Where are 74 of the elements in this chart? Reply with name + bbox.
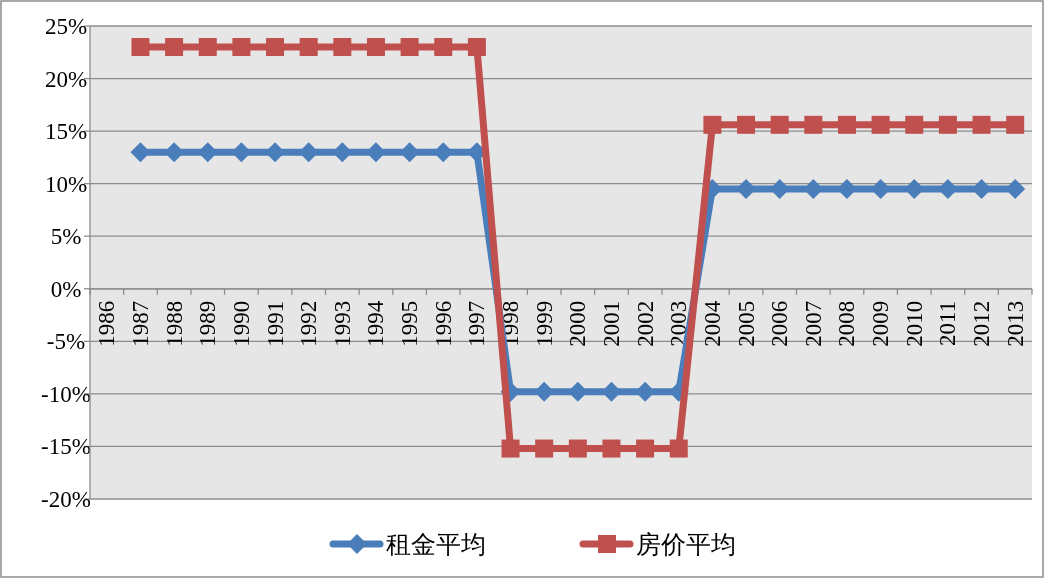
x-tick-label: 1986 bbox=[94, 300, 120, 347]
point bbox=[130, 142, 151, 163]
x-tick-label: 2012 bbox=[969, 300, 995, 347]
point bbox=[905, 115, 924, 134]
x-tick-label: 1997 bbox=[464, 300, 490, 347]
point bbox=[601, 381, 622, 402]
y-tick-label: -20% bbox=[41, 487, 91, 512]
x-tick-label: 2010 bbox=[901, 300, 927, 347]
x-tick-label: 2009 bbox=[868, 300, 894, 347]
y-tick-label: -5% bbox=[46, 329, 86, 355]
x-tick-label: 1992 bbox=[296, 300, 322, 347]
x-tick-label: 1988 bbox=[161, 300, 187, 347]
x-tick-label: 1987 bbox=[127, 300, 153, 347]
y-tick-label: -15% bbox=[41, 434, 91, 460]
x-tick-label: 2004 bbox=[699, 300, 725, 347]
point bbox=[1005, 178, 1026, 199]
point bbox=[870, 178, 891, 199]
point bbox=[804, 115, 823, 134]
point bbox=[871, 115, 890, 134]
point bbox=[737, 115, 756, 134]
point bbox=[568, 439, 587, 458]
point bbox=[399, 142, 420, 163]
x-tick-label: 2013 bbox=[1002, 300, 1028, 347]
x-tick-label: 1996 bbox=[430, 300, 456, 347]
x-tick-label: 2006 bbox=[767, 300, 793, 347]
point bbox=[636, 439, 655, 458]
point bbox=[669, 439, 688, 458]
x-tick-label: 2007 bbox=[800, 300, 826, 347]
x-tick-label: 2011 bbox=[935, 300, 961, 346]
point bbox=[165, 38, 184, 57]
y-tick-label: 15% bbox=[44, 119, 88, 145]
x-tick-label: 1991 bbox=[262, 300, 288, 347]
point bbox=[703, 115, 722, 134]
x-tick-label: 2001 bbox=[598, 300, 624, 347]
point bbox=[266, 38, 285, 57]
point bbox=[1006, 115, 1025, 134]
point bbox=[535, 439, 554, 458]
y-tick-label: 0% bbox=[50, 276, 82, 302]
y-tick-label: 25% bbox=[44, 14, 88, 39]
point bbox=[366, 38, 385, 57]
point bbox=[770, 115, 789, 134]
point bbox=[332, 142, 353, 163]
x-tick-label: 2008 bbox=[834, 300, 860, 347]
y-tick-label: -10% bbox=[41, 381, 91, 407]
x-tick-label: 2005 bbox=[733, 300, 759, 347]
point bbox=[501, 439, 520, 458]
point bbox=[400, 38, 419, 57]
point bbox=[467, 38, 486, 57]
x-tick-label: 1993 bbox=[329, 300, 355, 347]
point bbox=[938, 115, 957, 134]
point bbox=[299, 38, 318, 57]
x-tick-label: 1990 bbox=[228, 300, 254, 347]
x-tick-label: 2000 bbox=[565, 300, 591, 347]
x-tick-label: 1989 bbox=[195, 300, 221, 347]
y-tick-label: 20% bbox=[44, 66, 88, 92]
point bbox=[131, 38, 150, 57]
y-tick-label: 10% bbox=[44, 171, 88, 197]
legend-label: 房价平均 bbox=[636, 531, 736, 558]
x-tick-label: 2002 bbox=[632, 300, 658, 347]
point bbox=[602, 439, 621, 458]
point bbox=[434, 38, 453, 57]
legend-label: 租金平均 bbox=[386, 531, 486, 558]
x-tick-label: 1994 bbox=[363, 300, 389, 347]
point bbox=[971, 178, 992, 199]
x-tick-label: 1999 bbox=[531, 300, 557, 347]
point bbox=[198, 38, 217, 57]
point bbox=[333, 38, 352, 57]
y-tick-label: 5% bbox=[50, 224, 82, 250]
point bbox=[972, 115, 991, 134]
point bbox=[231, 142, 252, 163]
point bbox=[298, 142, 319, 163]
point bbox=[837, 115, 856, 134]
x-tick-label: 1995 bbox=[397, 300, 423, 347]
point bbox=[232, 38, 251, 57]
